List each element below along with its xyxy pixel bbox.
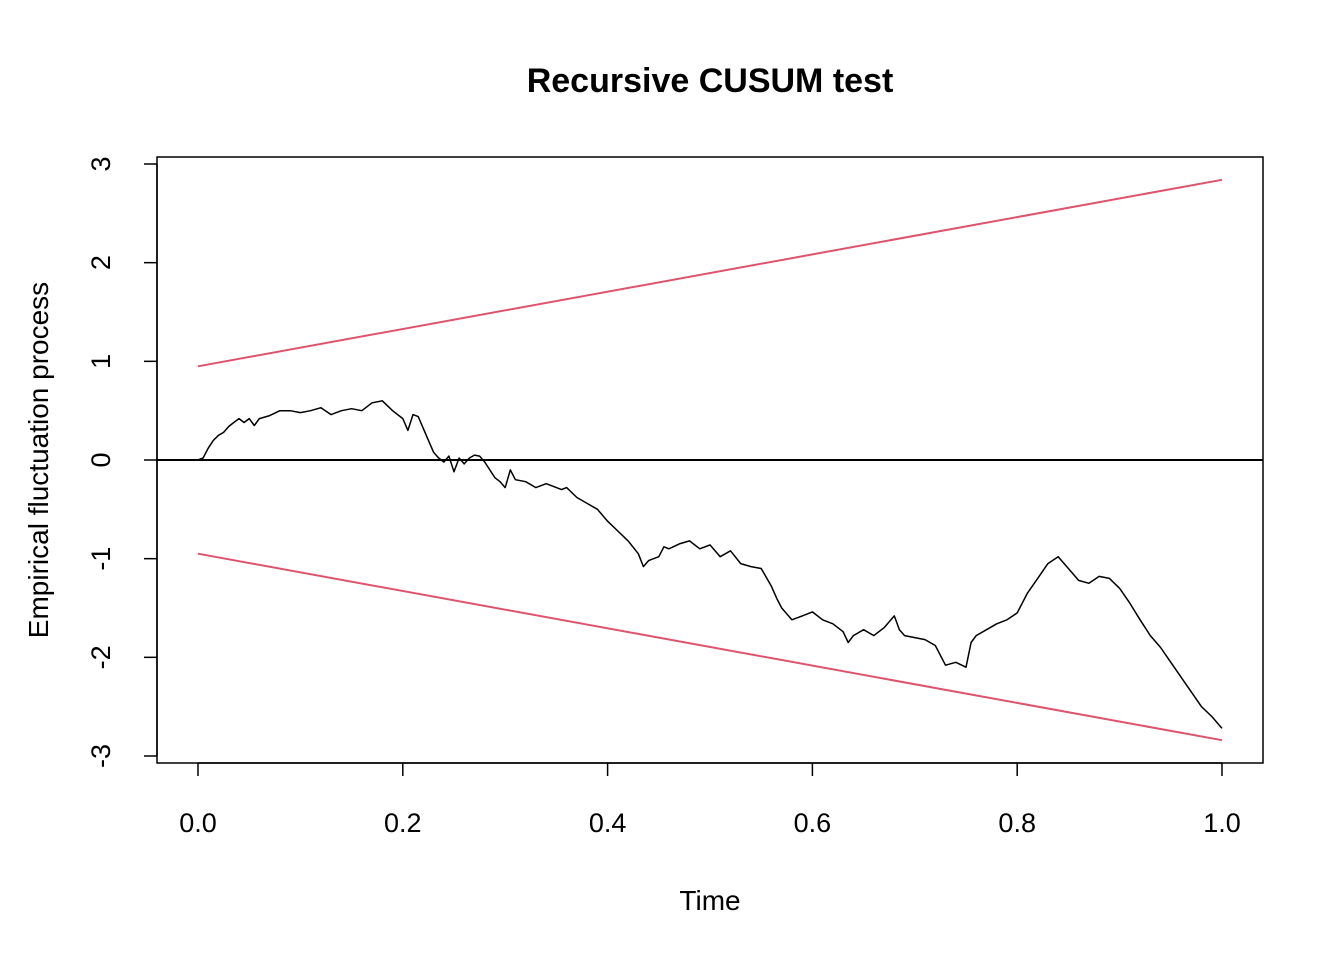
- upper-boundary-line: [197, 178, 1223, 368]
- x-tick-label: 0.2: [384, 808, 422, 838]
- y-tick-label: -3: [86, 744, 116, 768]
- x-tick-label: 0.6: [794, 808, 832, 838]
- y-tick-label: 1: [86, 354, 116, 369]
- chart-title: Recursive CUSUM test: [527, 62, 894, 100]
- x-axis: 0.0 0.2 0.4 0.6 0.8 1.0: [179, 762, 1241, 838]
- y-axis-label: Empirical fluctuation process: [23, 282, 54, 638]
- y-axis: -3 -2 -1 0 1 2 3: [86, 156, 158, 768]
- y-tick-label: -1: [86, 547, 116, 571]
- y-tick-label: 2: [86, 255, 116, 270]
- x-tick-label: 0.4: [589, 808, 627, 838]
- lower-boundary-line: [197, 552, 1223, 742]
- y-tick-label: 3: [86, 156, 116, 171]
- plot-content: [157, 178, 1263, 742]
- y-tick-label: -2: [86, 645, 116, 669]
- x-tick-label: 1.0: [1203, 808, 1241, 838]
- y-tick-label: 0: [86, 452, 116, 467]
- fluctuation-process-line: [197, 400, 1223, 729]
- x-tick-label: 0.0: [179, 808, 217, 838]
- x-tick-label: 0.8: [998, 808, 1036, 838]
- x-axis-label: Time: [679, 885, 740, 916]
